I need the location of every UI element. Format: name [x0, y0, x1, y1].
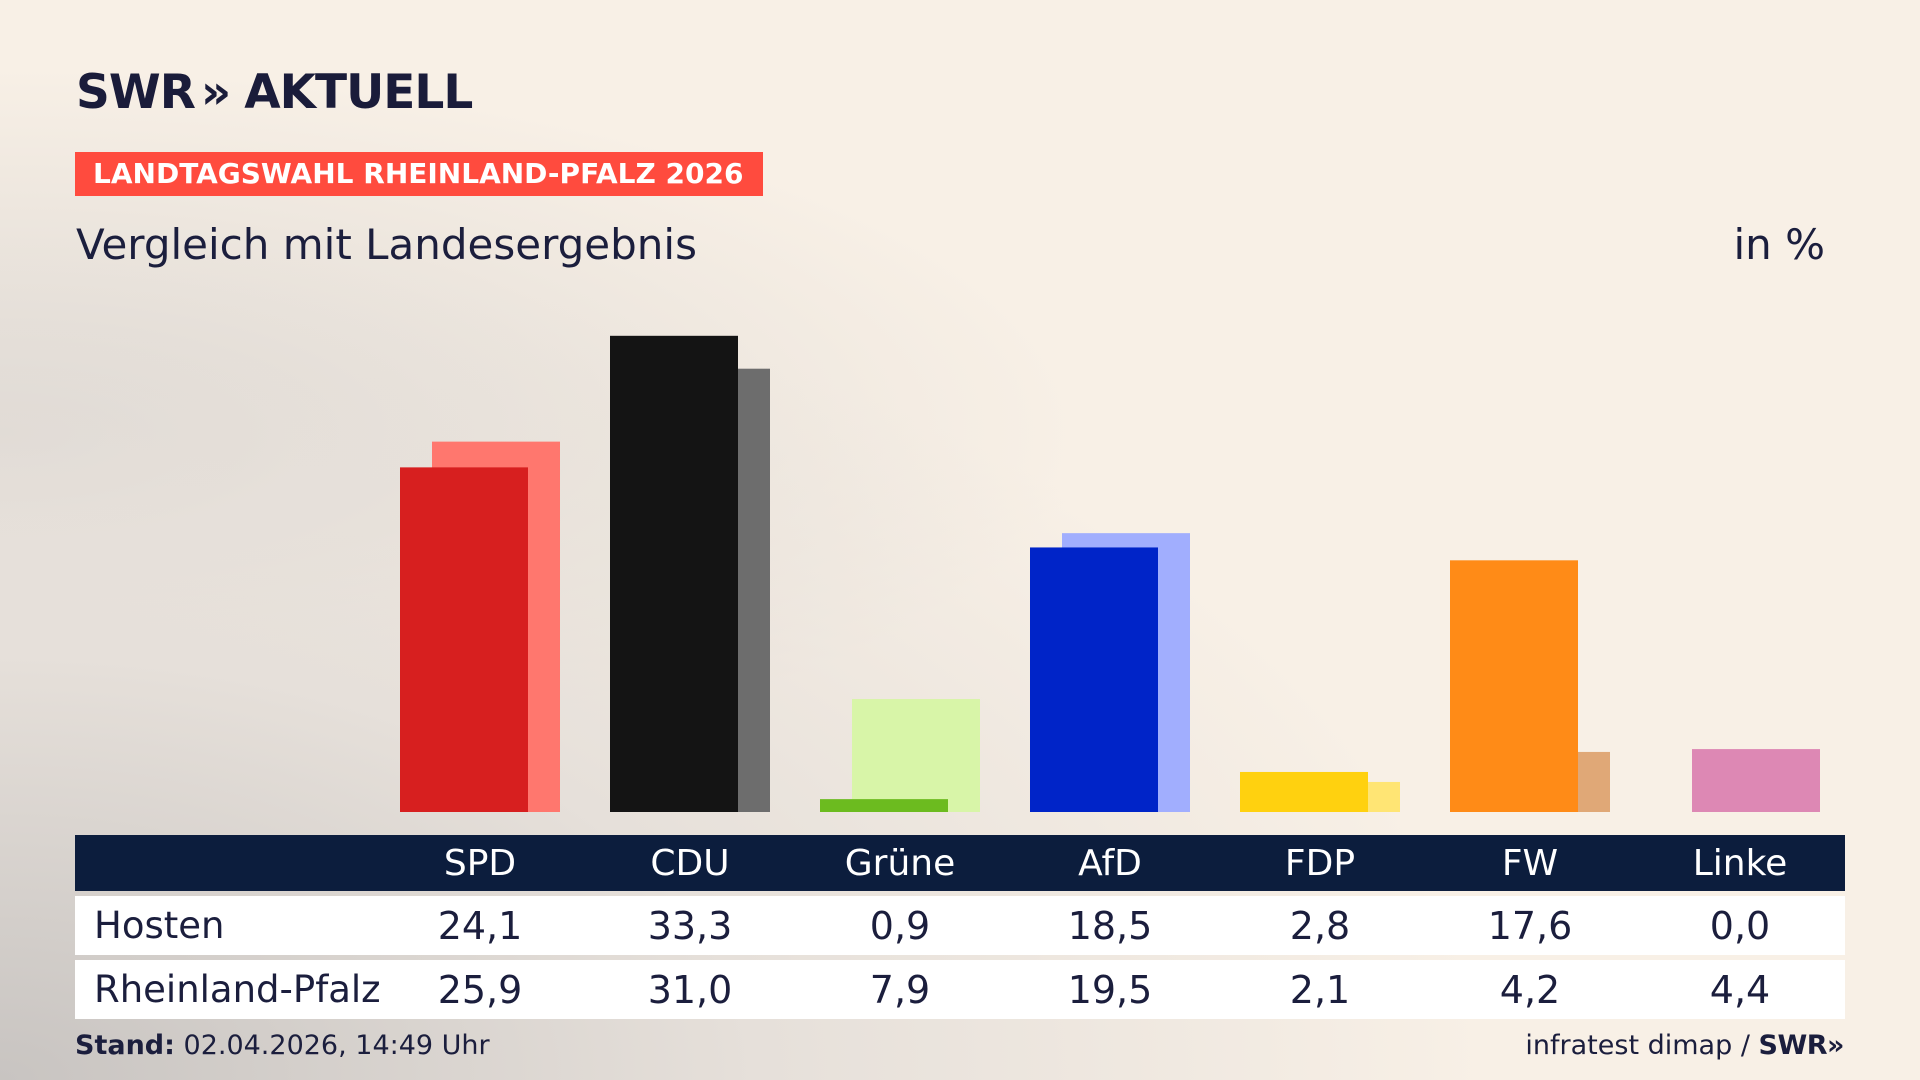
bar-cdu-hosten	[610, 335, 738, 812]
stand-value: 02.04.2026, 14:49 Uhr	[183, 1030, 490, 1061]
election-tag: LANDTAGSWAHL RHEINLAND-PFALZ 2026	[75, 152, 764, 196]
bar-chart	[400, 335, 1820, 812]
bar-grüne-hosten	[820, 799, 948, 812]
stand-label: Stand:	[75, 1030, 175, 1061]
table-row: Rheinland-Pfalz 25,9 31,0 7,9 19,5 2,1 4,2 4,4	[75, 960, 1845, 1019]
row-label: Hosten	[94, 904, 225, 947]
chart-subtitle: Vergleich mit Landesergebnis	[76, 220, 697, 269]
table-cell: 2,8	[1289, 903, 1351, 948]
table-row: Hosten 24,1 33,3 0,9 18,5 2,8 17,6 0,0	[75, 896, 1845, 955]
source-credit: infratest dimap / SWR»	[1525, 1030, 1844, 1061]
row-label: Rheinland-Pfalz	[94, 968, 381, 1011]
bar-grüne-landesergebnis	[852, 699, 980, 812]
table-cell: 7,9	[869, 967, 931, 1012]
column-header-afd: AfD	[1078, 842, 1142, 884]
column-header-fw: FW	[1501, 842, 1559, 884]
bar-fdp-hosten	[1240, 771, 1368, 812]
column-header-fdp: FDP	[1284, 842, 1356, 884]
bar-spd-hosten	[400, 467, 528, 812]
timestamp: Stand: 02.04.2026, 14:49 Uhr	[75, 1030, 490, 1061]
table-header: SPD CDU Grüne AfD FDP FW Linke	[75, 835, 1845, 891]
table-cell: 31,0	[647, 967, 733, 1012]
source-text: infratest dimap /	[1525, 1030, 1750, 1061]
table-cell: 19,5	[1067, 967, 1153, 1012]
bar-afd-hosten	[1030, 547, 1158, 812]
logo-aktuell-text: AKTUELL	[244, 64, 473, 120]
unit-label: in %	[1733, 220, 1825, 269]
table-cell: 25,9	[437, 967, 523, 1012]
table-cell: 4,4	[1709, 967, 1771, 1012]
table-cell: 18,5	[1067, 903, 1153, 948]
table-cell: 4,2	[1499, 967, 1561, 1012]
bar-linke-landesergebnis	[1692, 749, 1820, 812]
column-header-cdu: CDU	[650, 842, 730, 884]
table-cell: 33,3	[647, 903, 733, 948]
bar-fw-hosten	[1450, 560, 1578, 812]
chevron-right-icon: »	[200, 64, 231, 120]
swr-aktuell-logo: SWR » AKTUELL	[76, 64, 473, 120]
results-table: SPD CDU Grüne AfD FDP FW Linke Hosten 24,1 33,3…	[75, 835, 1845, 1019]
table-cell: 0,0	[1709, 903, 1771, 948]
swr-mini-logo: SWR»	[1758, 1030, 1845, 1061]
column-header-linke: Linke	[1692, 842, 1788, 884]
logo-swr-text: SWR	[76, 64, 196, 120]
table-cell: 2,1	[1289, 967, 1351, 1012]
table-cell: 17,6	[1487, 903, 1573, 948]
table-cell: 0,9	[869, 903, 931, 948]
column-header-grüne: Grüne	[844, 842, 956, 884]
column-header-spd: SPD	[443, 842, 517, 884]
table-cell: 24,1	[437, 903, 523, 948]
